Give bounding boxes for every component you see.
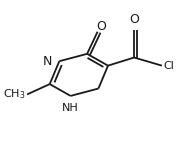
Text: NH: NH <box>62 103 79 113</box>
Text: Cl: Cl <box>164 61 174 71</box>
Text: O: O <box>129 13 139 26</box>
Text: N: N <box>43 55 52 68</box>
Text: O: O <box>96 20 106 33</box>
Text: CH$_3$: CH$_3$ <box>3 87 25 101</box>
